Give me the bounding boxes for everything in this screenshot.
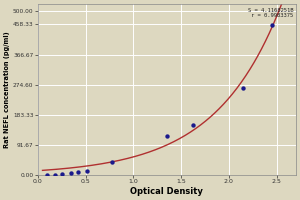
Point [52,173,57,176]
Point [69,172,74,175]
Point [269,23,274,26]
Point [241,86,246,89]
Text: S = 4.1168251B
r = 0.9983375: S = 4.1168251B r = 0.9983375 [248,8,293,18]
Point [45,173,50,176]
Point [190,123,195,126]
Y-axis label: Rat NEFL concentration (pg/ml): Rat NEFL concentration (pg/ml) [4,31,10,148]
X-axis label: Optical Density: Optical Density [130,187,203,196]
Point [164,135,169,138]
Point [59,173,64,176]
Point [85,169,90,173]
Point [76,171,80,174]
Point [110,161,115,164]
